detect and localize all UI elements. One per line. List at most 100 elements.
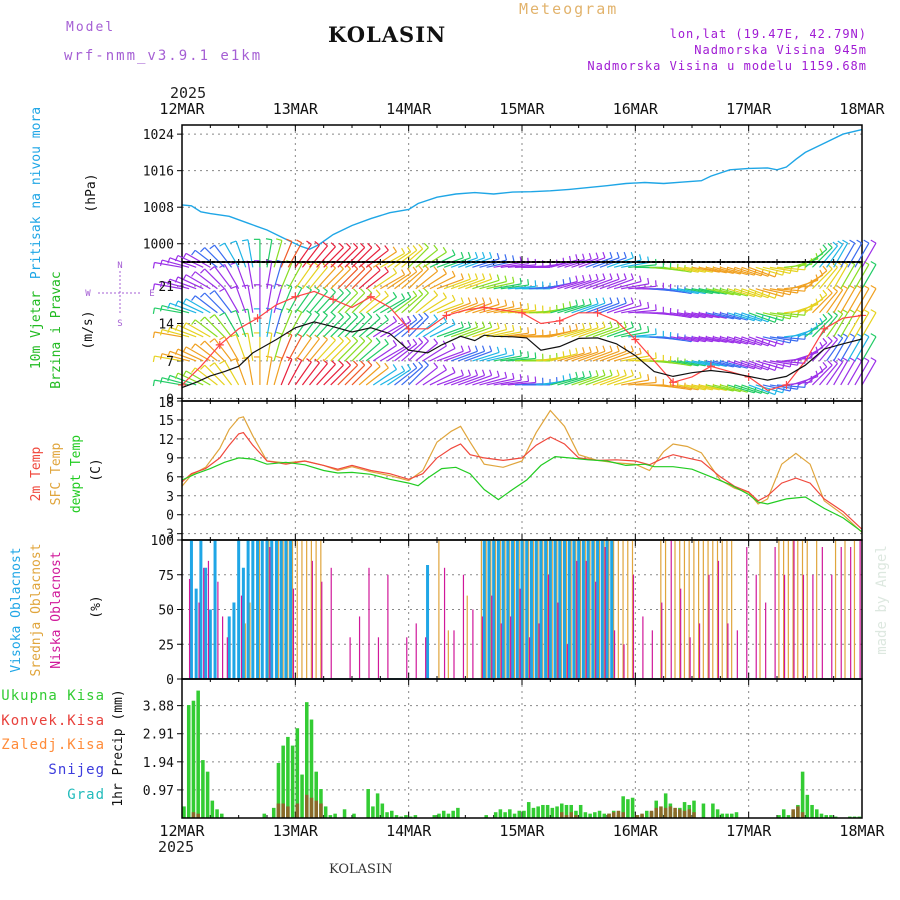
- precip-ylabel: 1hr Precip (mm): [111, 689, 126, 806]
- wind-barb: [273, 309, 283, 338]
- wind-barb-tail: [442, 246, 447, 253]
- pressure-unit: (hPa): [84, 173, 99, 212]
- wind-barb-tail: [849, 333, 856, 338]
- wind-barb: [606, 326, 634, 338]
- total-precip-bar: [715, 809, 720, 818]
- wind-barb-tail: [827, 288, 833, 294]
- wind-barb: [154, 331, 183, 338]
- wind-barb-tail: [352, 242, 359, 248]
- wind-barb: [833, 264, 849, 290]
- wind-barb: [720, 312, 748, 321]
- meteogram-label: Meteogram: [519, 0, 619, 18]
- wind-barb: [804, 294, 828, 314]
- wind-barb-tail: [296, 239, 303, 244]
- wind-barb-tail: [588, 298, 592, 305]
- wind-barb: [861, 288, 877, 314]
- wind-barb-tail: [152, 379, 156, 387]
- sfc-temp-line: [181, 409, 863, 533]
- wind-barb: [811, 316, 833, 338]
- wind-barb: [294, 289, 312, 314]
- wind-barb: [493, 355, 522, 362]
- wind-barb: [422, 321, 447, 338]
- x-tick-label-top: 17MAR: [726, 100, 772, 118]
- wind-barb: [606, 374, 634, 386]
- wind-barb: [309, 245, 328, 268]
- model-label: Model: [66, 20, 116, 35]
- wind-barb-tail: [375, 265, 381, 271]
- wind-barb-tail: [527, 279, 530, 286]
- wind-barb-tail: [182, 346, 187, 353]
- wind-barb-tail: [582, 371, 585, 378]
- wind-barb: [826, 337, 844, 362]
- wind-barb: [507, 381, 536, 386]
- wind-barb: [266, 309, 273, 337]
- wind-barb-tail: [152, 307, 156, 314]
- temp-top-tick-label: 18: [158, 396, 174, 411]
- wind-barb: [691, 336, 720, 343]
- total-precip-bar: [352, 813, 356, 818]
- wind-barb-tail: [832, 241, 838, 247]
- wind-barb: [154, 283, 183, 290]
- conv-precip-bar: [569, 812, 573, 818]
- wind-barb-tail: [275, 283, 283, 287]
- wind-barb: [500, 284, 529, 290]
- cloud-ytick-label: 0: [166, 673, 174, 688]
- wind-barb-tail: [630, 369, 634, 376]
- wind-barb: [266, 333, 273, 362]
- total-precip-bar: [404, 815, 408, 818]
- wind-barb: [365, 271, 389, 290]
- wind-barb-tail: [568, 349, 572, 356]
- wind-barb-tail: [647, 301, 650, 309]
- wind-barb: [380, 274, 405, 290]
- wind-barb: [585, 326, 613, 338]
- total-precip-bar: [682, 802, 687, 818]
- wind-barb-tail: [200, 247, 206, 253]
- wind-barb: [819, 363, 838, 386]
- x-tick-label-bottom: 15MAR: [499, 822, 545, 840]
- wind-barb: [294, 337, 312, 362]
- wind-barb: [316, 315, 336, 338]
- wind-barb: [351, 247, 373, 268]
- wind-barb: [273, 240, 283, 268]
- wind-barb-tail: [412, 362, 418, 369]
- wind-barb: [401, 366, 424, 386]
- wind-barb: [287, 312, 303, 338]
- wind-barb-tail: [460, 273, 464, 280]
- wind-barb: [606, 278, 634, 290]
- wind-barb: [507, 264, 536, 268]
- wind-barb: [769, 288, 798, 294]
- wind-barb-tail: [568, 277, 572, 284]
- wind-barb-tail: [534, 328, 537, 335]
- wind-barb-tail: [338, 312, 344, 318]
- wind-barb-tail: [489, 369, 493, 376]
- total-precip-bar: [333, 813, 337, 818]
- wind-barb-tail: [467, 273, 471, 280]
- wind-barb-tail: [870, 285, 877, 290]
- wind-barb-tail: [774, 292, 778, 299]
- wind-barb: [727, 266, 755, 276]
- wind-barb-tail: [367, 288, 373, 294]
- wind-barb: [408, 364, 429, 386]
- wind-barb: [784, 309, 812, 314]
- wind-barb: [698, 384, 727, 392]
- wind-barb-tail: [275, 355, 283, 359]
- compass-w: W: [85, 289, 91, 299]
- wind-barb: [776, 266, 805, 271]
- x-tick-label-top: 12MAR: [159, 100, 205, 118]
- total-precip-bar: [701, 803, 706, 818]
- wind-barb-tail: [451, 318, 456, 325]
- wind-barb: [698, 360, 727, 367]
- wind-barb-tail: [418, 361, 424, 367]
- wind-barb: [465, 374, 492, 386]
- wind-barb-tail: [451, 294, 456, 301]
- wind-barb-tail: [159, 353, 163, 360]
- wind-barb: [677, 288, 706, 295]
- wind-barb: [450, 278, 478, 290]
- wind-barb: [169, 278, 197, 290]
- wind-barb-tail: [174, 324, 179, 331]
- wind-barb: [422, 251, 447, 268]
- wind-barb: [422, 369, 447, 386]
- wind-barb: [847, 288, 863, 314]
- wind-barb: [585, 374, 613, 386]
- total-precip-bar: [437, 813, 441, 818]
